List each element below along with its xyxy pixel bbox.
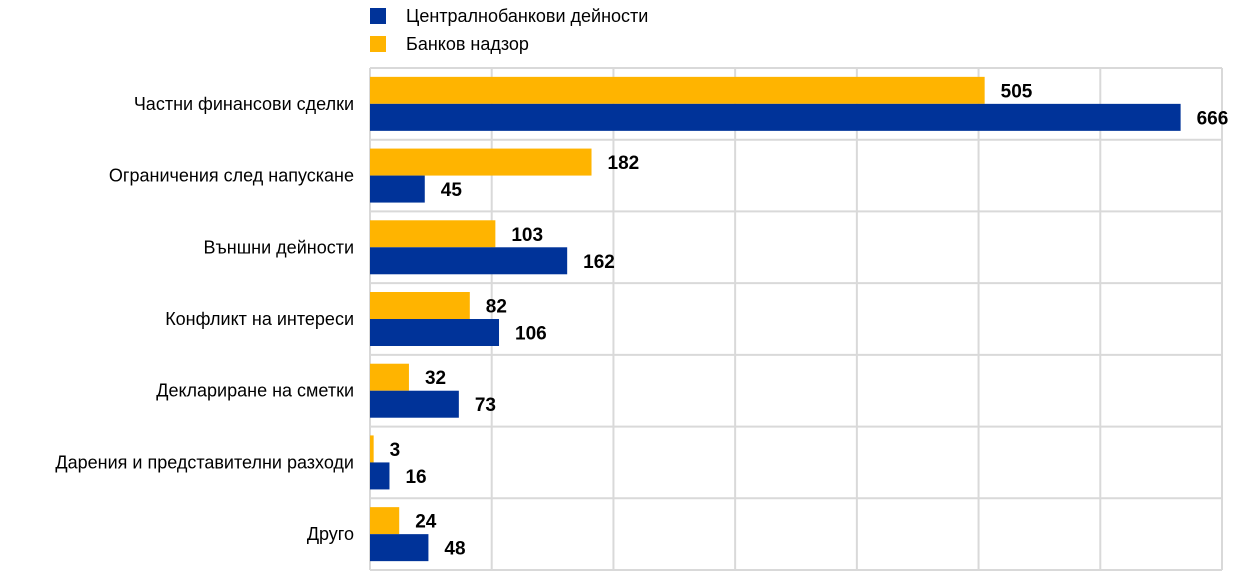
bar bbox=[370, 148, 592, 176]
bar-value-label: 73 bbox=[475, 395, 496, 416]
legend-item-supervision: Банков надзор bbox=[370, 30, 648, 58]
category-label: Деклариране на сметки bbox=[156, 381, 354, 401]
legend-swatch-central-banking bbox=[370, 8, 386, 24]
bar bbox=[370, 103, 1181, 131]
legend-label-supervision: Банков надзор bbox=[406, 33, 529, 54]
category-label: Конфликт на интереси bbox=[165, 309, 354, 329]
bar-value-label: 106 bbox=[515, 324, 547, 345]
bar bbox=[370, 534, 429, 562]
bar bbox=[370, 175, 425, 203]
bar-value-label: 3 bbox=[390, 440, 401, 461]
legend: Централнобанкови дейности Банков надзор bbox=[370, 2, 648, 58]
bar bbox=[370, 507, 400, 535]
category-label: Външни дейности bbox=[204, 237, 354, 257]
category-label: Дарения и представителни разходи bbox=[55, 452, 354, 472]
bar bbox=[370, 390, 459, 418]
legend-swatch-supervision bbox=[370, 36, 386, 52]
bar bbox=[370, 435, 374, 463]
bar-value-label: 103 bbox=[511, 225, 543, 246]
bar bbox=[370, 292, 470, 319]
bar bbox=[370, 247, 568, 275]
legend-item-central-banking: Централнобанкови дейности bbox=[370, 2, 648, 30]
bar-value-label: 162 bbox=[583, 252, 615, 273]
bar-value-label: 182 bbox=[608, 153, 640, 174]
bar bbox=[370, 220, 496, 248]
category-label: Частни финансови сделки bbox=[134, 94, 354, 114]
bar-value-label: 32 bbox=[425, 368, 446, 389]
bar-value-label: 16 bbox=[405, 467, 426, 488]
legend-label-central-banking: Централнобанкови дейности bbox=[406, 5, 649, 26]
bar-value-label: 666 bbox=[1197, 108, 1229, 129]
bar bbox=[370, 319, 500, 346]
category-label: Друго bbox=[307, 524, 354, 544]
bar bbox=[370, 76, 985, 104]
bar bbox=[370, 462, 390, 490]
bar-value-label: 45 bbox=[441, 180, 463, 201]
bar-value-label: 48 bbox=[444, 539, 465, 560]
bar-value-label: 24 bbox=[415, 512, 437, 533]
bar-value-label: 82 bbox=[486, 297, 507, 318]
bar-value-label: 505 bbox=[1001, 81, 1033, 102]
category-label: Ограничения след напускане bbox=[109, 166, 354, 186]
bar bbox=[370, 363, 409, 391]
